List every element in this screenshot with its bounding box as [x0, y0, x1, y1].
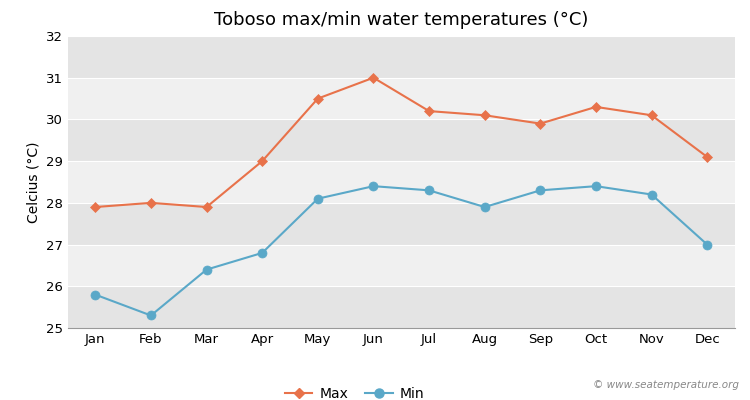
Text: © www.seatemperature.org: © www.seatemperature.org	[592, 380, 739, 390]
Bar	[68, 161, 735, 203]
Max	[314, 96, 322, 101]
Max	[424, 109, 433, 114]
Min	[703, 242, 712, 247]
Max	[258, 159, 267, 164]
Bar	[68, 244, 735, 286]
Y-axis label: Celcius (°C): Celcius (°C)	[26, 141, 40, 223]
Min	[592, 184, 601, 188]
Max	[369, 75, 378, 80]
Min	[536, 188, 544, 193]
Max	[703, 154, 712, 159]
Line: Min: Min	[91, 182, 712, 320]
Min	[480, 205, 489, 210]
Max	[202, 205, 211, 210]
Max	[647, 113, 656, 118]
Max	[536, 121, 544, 126]
Min	[202, 267, 211, 272]
Bar	[68, 120, 735, 161]
Bar	[68, 286, 735, 328]
Bar	[68, 203, 735, 244]
Max	[91, 205, 100, 210]
Max	[592, 104, 601, 109]
Min	[424, 188, 433, 193]
Legend: Max, Min: Max, Min	[279, 382, 430, 400]
Min	[369, 184, 378, 188]
Min	[258, 250, 267, 255]
Bar	[68, 78, 735, 120]
Max	[480, 113, 489, 118]
Min	[314, 196, 322, 201]
Min	[91, 292, 100, 297]
Min	[146, 313, 155, 318]
Title: Toboso max/min water temperatures (°C): Toboso max/min water temperatures (°C)	[214, 11, 589, 29]
Max	[146, 200, 155, 205]
Line: Max: Max	[92, 74, 711, 210]
Min	[647, 192, 656, 197]
Bar	[68, 36, 735, 78]
